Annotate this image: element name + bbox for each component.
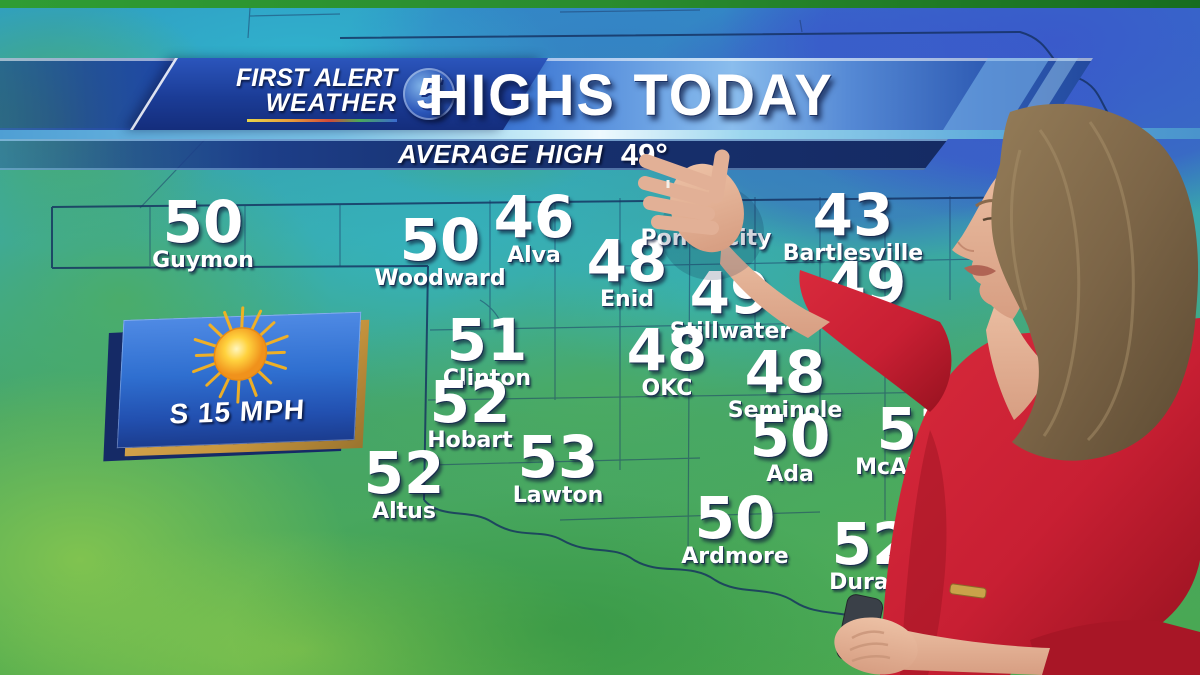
city-temp-value: 50 — [162, 188, 244, 256]
city-temp-value: 52 — [363, 439, 445, 507]
wind-condition-badge: S 15 MPH — [103, 306, 378, 470]
city-temp-label: 48 Seminole — [727, 338, 843, 424]
average-high-label: AVERAGE HIGH — [398, 139, 603, 169]
lower-sleeve — [1030, 620, 1200, 675]
city-temp-value: 50 — [694, 484, 776, 552]
dress-buckle — [949, 583, 987, 599]
city-temp-value: 52 — [429, 368, 511, 436]
hair-strands — [1009, 121, 1135, 442]
badge-panel: S 15 MPH — [116, 306, 362, 449]
city-temp-label: 48 OKC — [626, 316, 708, 402]
city-temp-label: 43 Bartlesville — [782, 181, 924, 267]
average-high-bar — [0, 139, 948, 170]
city-name: Lawton — [512, 483, 604, 509]
dress-fold-shadow — [900, 430, 947, 675]
city-temp-value: 48 — [744, 338, 826, 406]
city-temp-value: 50 — [399, 206, 481, 274]
map-top-edge — [0, 0, 1200, 8]
city-temp-label: 46 Alva — [493, 183, 575, 269]
city-name: Woodward — [374, 266, 506, 292]
city-temp-label: 52 Altus — [363, 439, 445, 525]
city-temp-value: 48 — [626, 316, 708, 384]
city-temp-label: 50 Woodward — [374, 206, 506, 292]
presenter-lower-arm — [834, 594, 1200, 675]
city-name: Seminole — [727, 398, 843, 424]
city-temp-label: 50 Ardmore — [681, 484, 789, 570]
presenter-hand — [638, 149, 744, 253]
city-name: OKC — [641, 376, 693, 402]
city-temp-value: 53 — [517, 423, 599, 491]
page-title: HIGHS TODAY — [428, 63, 834, 128]
city-name: Bartlesville — [782, 241, 924, 267]
city-temp-value: 50 — [749, 402, 831, 470]
presenter-forearm — [720, 238, 830, 338]
presenter-hair — [991, 103, 1199, 461]
thumb — [708, 149, 730, 204]
city-temp-value: 51 — [446, 306, 528, 374]
city-temp-label: 50 Guymon — [152, 188, 254, 274]
city-name: Clinton — [442, 366, 532, 392]
lips — [964, 265, 996, 276]
city-temp-value: 46 — [493, 183, 575, 251]
city-name: Ada — [766, 462, 814, 488]
city-temp-label: 50 Ada — [749, 402, 831, 488]
city-temp-value: 48 — [586, 227, 668, 295]
city-name: Guymon — [152, 248, 254, 274]
divider-strip — [0, 128, 1200, 139]
city-name: Alva — [507, 243, 561, 269]
city-name: Enid — [600, 287, 654, 313]
city-temp-label: 48 Enid — [586, 227, 668, 313]
nose-shade — [957, 241, 975, 252]
city-name: Altus — [372, 499, 436, 525]
city-temp-value: 43 — [812, 181, 894, 249]
city-name: Hobart — [427, 428, 513, 454]
city-temp-label: 53 Lawton — [512, 423, 604, 509]
city-name: Ardmore — [681, 544, 789, 570]
presenter-neck — [986, 290, 1050, 420]
sun-icon — [192, 306, 289, 404]
city-temp-label: 52 Hobart — [427, 368, 513, 454]
city-temp-label: 51 Clinton — [442, 306, 532, 392]
presenter-sleeve — [799, 270, 952, 412]
city-name: Stillwater — [669, 319, 791, 345]
